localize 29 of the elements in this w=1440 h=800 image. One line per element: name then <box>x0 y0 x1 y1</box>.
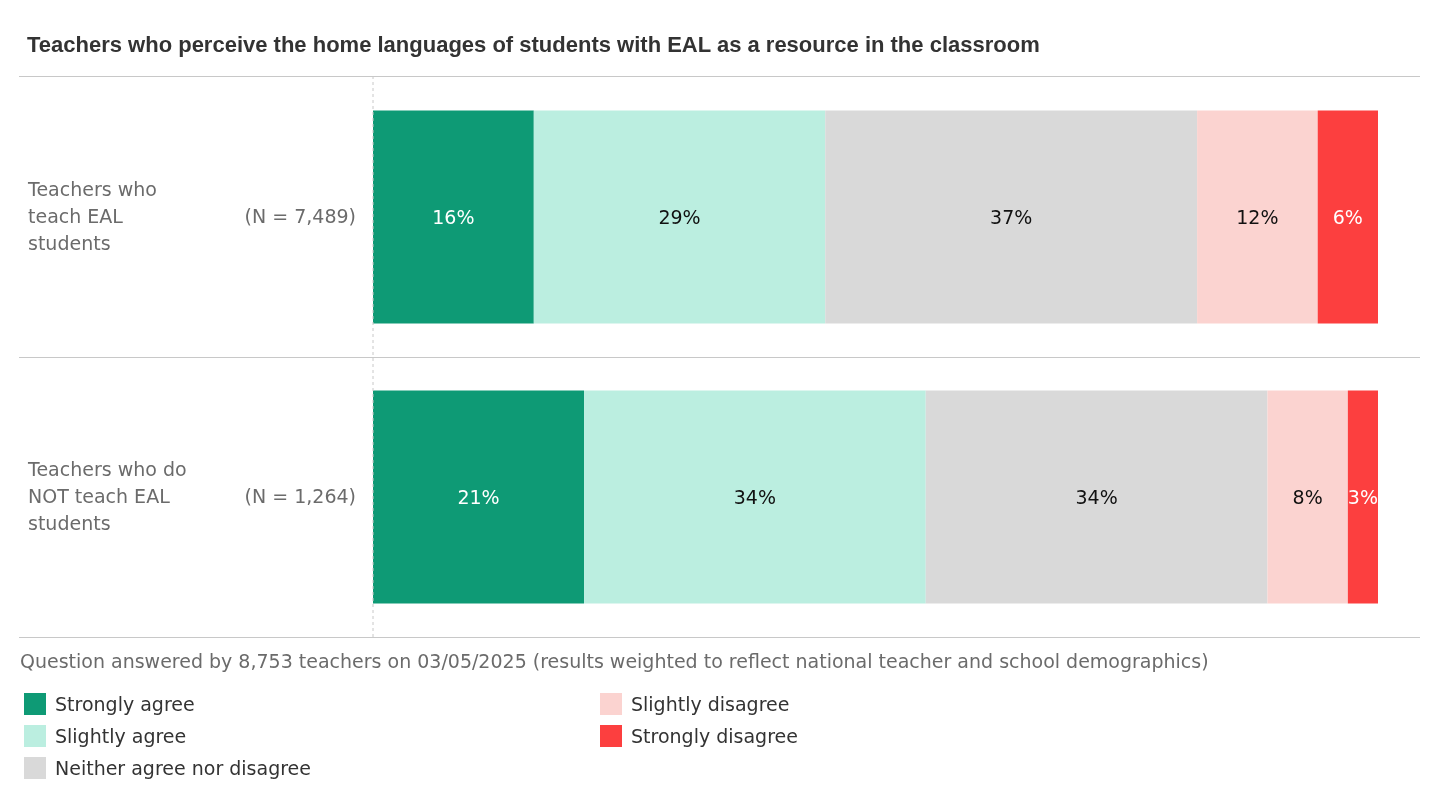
legend-label: Strongly disagree <box>631 725 798 747</box>
legend-label: Neither agree nor disagree <box>55 757 311 779</box>
chart-title: Teachers who perceive the home languages of students with EAL as a resource in the classroom <box>26 31 1041 59</box>
data-label: 16% <box>432 205 475 228</box>
legend-label: Strongly agree <box>55 693 195 715</box>
bar <box>373 390 585 604</box>
data-label: 6% <box>1332 205 1363 228</box>
data-label: 34% <box>733 485 777 508</box>
data-label: 29% <box>658 205 701 228</box>
data-label: 37% <box>990 205 1033 228</box>
bar <box>533 110 826 324</box>
data-label: 8% <box>1292 485 1323 508</box>
category-label: Teachers who teach EAL students (N = 7,489) <box>28 177 356 254</box>
data-label: 3% <box>1347 485 1378 508</box>
bar <box>1197 110 1318 324</box>
legend-label: Slightly disagree <box>631 693 790 715</box>
data-label: 21% <box>457 485 500 508</box>
text: Question answered by 8,753 teachers on 03/05/2025 (results weighted to reflect national teacher and school demographics) <box>19 649 1210 672</box>
bar <box>584 390 926 604</box>
bar <box>825 110 1198 324</box>
category-label: Teachers who do NOT teach EAL students (N = 1,264) <box>28 457 356 534</box>
bar <box>1347 390 1378 604</box>
data-label: 12% <box>1236 205 1279 228</box>
bar <box>925 390 1268 604</box>
bar <box>1267 390 1348 604</box>
data-label: 34% <box>1075 485 1118 508</box>
bar <box>1317 110 1378 324</box>
legend-label: Slightly agree <box>55 725 187 747</box>
bar <box>373 110 534 324</box>
